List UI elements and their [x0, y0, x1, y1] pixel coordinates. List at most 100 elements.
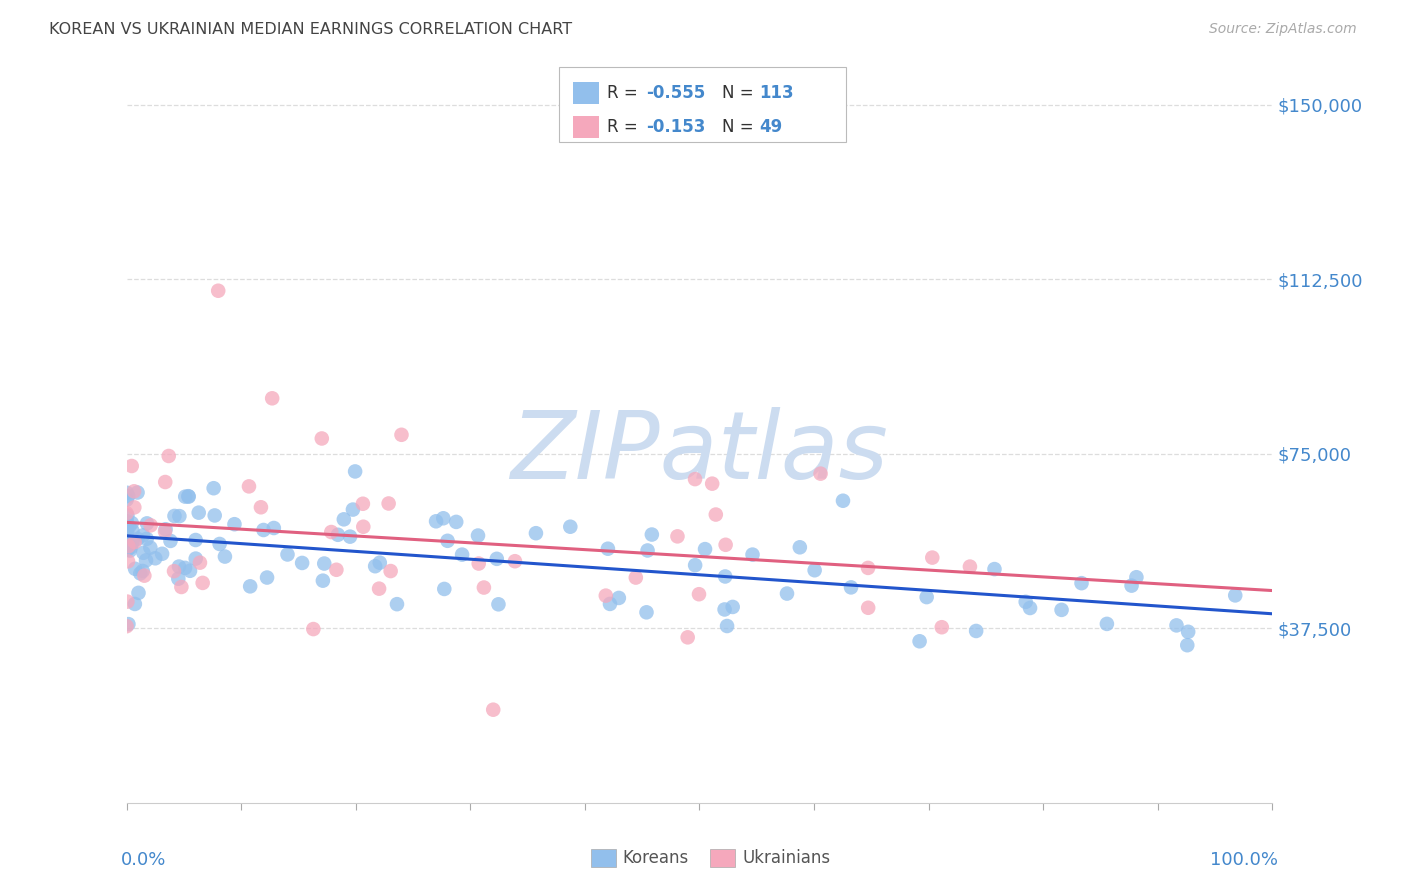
Point — [1177, 624, 1199, 639]
Point — [159, 533, 181, 548]
Point — [188, 556, 211, 570]
Point — [391, 427, 413, 442]
Point — [132, 528, 155, 542]
Point — [342, 502, 364, 516]
Point — [560, 520, 582, 534]
Point — [139, 541, 162, 555]
Point — [344, 465, 367, 479]
Point — [326, 528, 349, 542]
Point — [676, 630, 699, 644]
Text: N =: N = — [723, 118, 759, 136]
Point — [856, 600, 879, 615]
Point — [714, 569, 737, 583]
Point — [451, 548, 474, 562]
Point — [117, 489, 139, 503]
Point — [683, 472, 706, 486]
Point — [143, 551, 166, 566]
Point — [803, 563, 825, 577]
Point — [207, 284, 229, 298]
Point — [333, 512, 356, 526]
Point — [377, 496, 399, 510]
Point — [136, 516, 159, 531]
Point — [1095, 616, 1118, 631]
Point — [624, 571, 647, 585]
Point — [177, 489, 200, 503]
Point — [117, 594, 139, 608]
Point — [177, 490, 200, 504]
Point — [1019, 601, 1042, 615]
Point — [157, 449, 180, 463]
Point — [129, 566, 152, 581]
Point — [167, 559, 190, 574]
Point — [908, 634, 931, 648]
Point — [1070, 576, 1092, 591]
Point — [131, 564, 153, 578]
Point — [444, 515, 467, 529]
Point — [139, 518, 162, 533]
Point — [776, 586, 799, 600]
Point — [135, 532, 157, 546]
Point — [184, 533, 207, 547]
Point — [983, 562, 1005, 576]
Point — [385, 597, 408, 611]
Point — [713, 602, 735, 616]
Point — [839, 580, 862, 594]
Point — [637, 543, 659, 558]
Point — [256, 570, 278, 584]
Point — [115, 520, 138, 534]
Text: Ukrainians: Ukrainians — [742, 849, 831, 867]
Point — [325, 563, 347, 577]
Point — [127, 485, 149, 500]
Point — [115, 492, 138, 507]
Point — [607, 591, 630, 605]
Text: KOREAN VS UKRAINIAN MEDIAN EARNINGS CORRELATION CHART: KOREAN VS UKRAINIAN MEDIAN EARNINGS CORR… — [49, 22, 572, 37]
Point — [134, 568, 156, 582]
Point — [716, 619, 738, 633]
Point — [115, 514, 138, 528]
Point — [856, 561, 879, 575]
Point — [721, 599, 744, 614]
Point — [121, 536, 143, 550]
Point — [115, 506, 138, 520]
Point — [174, 561, 197, 575]
Text: R =: R = — [607, 84, 643, 103]
Point — [155, 522, 177, 536]
Point — [263, 521, 285, 535]
Point — [503, 554, 526, 568]
Point — [1121, 579, 1143, 593]
Point — [596, 541, 619, 556]
Text: R =: R = — [607, 118, 643, 136]
Point — [117, 554, 139, 568]
Point — [155, 475, 177, 489]
Point — [702, 476, 724, 491]
Point — [915, 590, 938, 604]
Point — [184, 551, 207, 566]
Point — [810, 467, 832, 481]
Point — [599, 597, 621, 611]
Point — [364, 559, 387, 574]
Point — [641, 527, 664, 541]
Point — [115, 619, 138, 633]
Point — [118, 543, 141, 558]
Point — [262, 392, 284, 406]
Text: Source: ZipAtlas.com: Source: ZipAtlas.com — [1209, 22, 1357, 37]
Point — [150, 547, 173, 561]
Text: N =: N = — [723, 84, 759, 103]
Point — [467, 557, 489, 571]
Point — [482, 703, 505, 717]
Point — [312, 574, 335, 588]
Point — [163, 508, 186, 523]
Point — [714, 538, 737, 552]
Point — [202, 481, 225, 495]
Point — [117, 508, 139, 523]
Point — [352, 497, 374, 511]
Point — [115, 522, 138, 536]
Point — [302, 622, 325, 636]
Point — [121, 458, 143, 473]
Point — [931, 620, 953, 634]
Point — [741, 548, 763, 562]
Point — [1125, 570, 1147, 584]
Point — [432, 511, 454, 525]
Point — [467, 528, 489, 542]
Point — [121, 516, 143, 530]
